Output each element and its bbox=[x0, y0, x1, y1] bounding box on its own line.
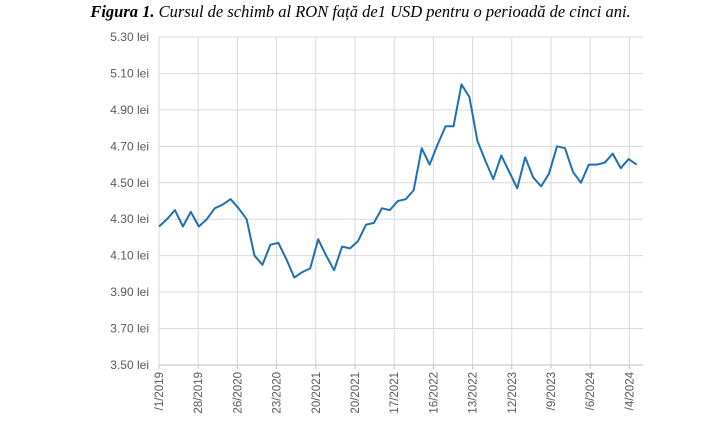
x-tick-label: 20/2021 bbox=[311, 372, 323, 414]
y-tick-label: 3.50 lei bbox=[110, 358, 149, 372]
y-tick-label: 5.30 lei bbox=[110, 30, 149, 44]
x-tick-label: 23/2020 bbox=[272, 372, 284, 414]
x-tick-label: 12/2023 bbox=[507, 372, 519, 414]
y-tick-label: 3.90 lei bbox=[110, 285, 149, 299]
x-tick-label: 20/2021 bbox=[350, 372, 362, 414]
x-tick-label: /9/2023 bbox=[546, 372, 558, 410]
y-tick-label: 5.10 lei bbox=[110, 66, 149, 80]
chart-title: Figura 1. Cursul de schimb al RON față d… bbox=[0, 2, 721, 22]
x-tick-label: /6/2024 bbox=[585, 371, 597, 410]
figure-caption: Cursul de schimb al RON față de1 USD pen… bbox=[154, 2, 631, 21]
y-tick-label: 4.70 lei bbox=[110, 139, 149, 153]
x-axis: /1/2019 28/2019 26/2020 23/2020 20/2021 20/20… bbox=[154, 371, 636, 413]
gridlines bbox=[158, 36, 643, 369]
x-tick-label: 17/2021 bbox=[389, 372, 401, 414]
x-tick-label: 16/2022 bbox=[428, 372, 440, 414]
y-tick-label: 4.50 lei bbox=[110, 176, 149, 190]
figure-number: Figura 1. bbox=[90, 2, 155, 21]
series-line-ron-usd bbox=[158, 83, 638, 279]
x-tick-label: /1/2019 bbox=[154, 372, 166, 410]
y-tick-label: 4.90 lei bbox=[110, 103, 149, 117]
x-tick-label: 28/2019 bbox=[193, 372, 205, 414]
x-tick-label: 13/2022 bbox=[468, 372, 480, 414]
y-tick-label: 3.70 lei bbox=[110, 322, 149, 336]
y-tick-label: 4.30 lei bbox=[110, 212, 149, 226]
x-tick-label: /4/2024 bbox=[624, 371, 636, 410]
x-tick-label: 26/2020 bbox=[232, 372, 244, 414]
y-axis: 3.50 lei 3.70 lei 3.90 lei 4.10 lei 4.30 lei… bbox=[110, 30, 149, 372]
series bbox=[158, 83, 638, 279]
y-tick-label: 4.10 lei bbox=[110, 249, 149, 263]
